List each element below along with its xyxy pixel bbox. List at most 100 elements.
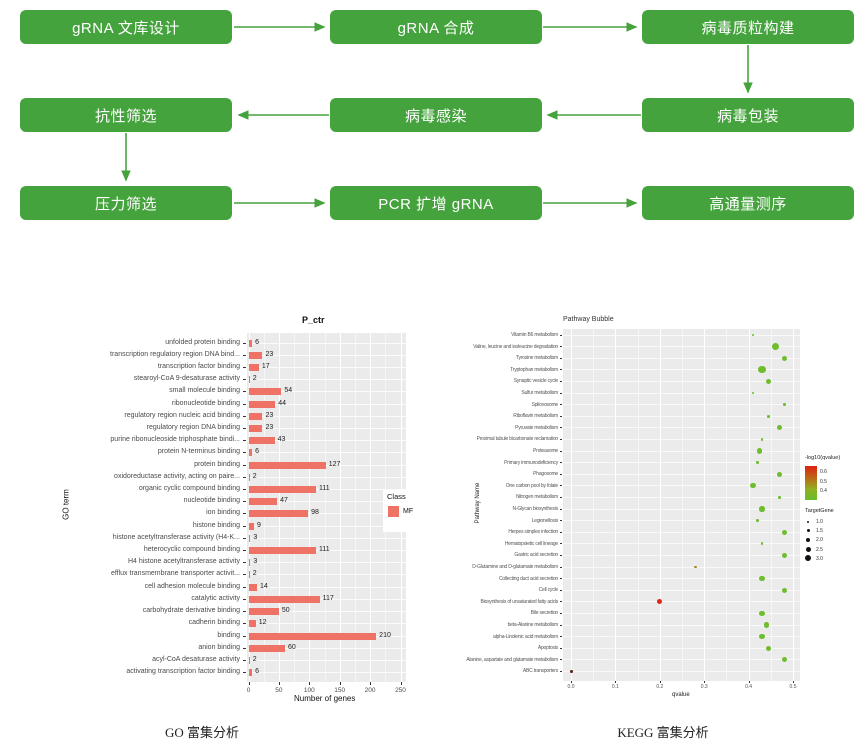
go-bar (248, 473, 250, 481)
go-gridline-h (247, 354, 406, 356)
go-bar-value: 9 (256, 521, 261, 529)
kegg-gridline-v (659, 329, 661, 681)
go-bar (248, 595, 320, 603)
kegg-gridline-h (563, 601, 800, 603)
kegg-x-tick-label: 0.0 (567, 684, 575, 690)
kegg-pathway-label: Collecting duct acid secretion (498, 575, 558, 582)
go-category-label: stearoyl-CoA 9-desaturase activity (133, 375, 240, 383)
go-gridline-v (263, 333, 265, 682)
go-x-tick-label: 50 (275, 687, 283, 694)
go-category-label: small molecule binding (169, 387, 240, 395)
kegg-bubble (757, 448, 763, 454)
go-bar-value: 60 (287, 643, 296, 651)
go-y-tick (243, 464, 246, 466)
kegg-gridline-h (563, 612, 800, 614)
go-gridline-v (278, 333, 280, 682)
go-bar-value: 98 (311, 509, 319, 517)
go-bar (248, 351, 263, 359)
kegg-chart-title: Pathway Bubble (563, 316, 614, 323)
go-gridline-h (247, 342, 406, 344)
go-y-tick (243, 672, 246, 674)
go-bar (248, 559, 251, 567)
kegg-gridline-h (563, 543, 800, 545)
go-bar-value: 17 (261, 362, 270, 370)
kegg-bubble (763, 622, 769, 628)
kegg-gridline-h (563, 346, 800, 348)
go-x-tick-label: 150 (334, 687, 346, 694)
go-legend-entry-label: MF (403, 508, 414, 515)
go-category-label: catalytic activity (191, 594, 240, 602)
kegg-gridline-v (748, 329, 750, 681)
go-bar (248, 412, 263, 420)
go-category-label: purine ribonucleoside triphosphate bindi… (110, 436, 240, 444)
go-bar (248, 656, 250, 664)
go-bar (248, 510, 309, 518)
go-bar-value: 23 (265, 423, 274, 431)
go-gridline-h (247, 476, 406, 478)
go-y-tick (243, 659, 246, 661)
go-bar (248, 424, 263, 432)
kegg-gridline-h (563, 589, 800, 591)
kegg-gridline-v (770, 329, 772, 681)
go-bar (248, 608, 279, 616)
kegg-pathway-label: Hematopoietic cell lineage (504, 540, 558, 547)
go-legend-color-key (388, 506, 399, 517)
kegg-pathway-label: Bile secretion (530, 610, 558, 617)
go-y-tick (243, 476, 246, 478)
workflow-step-box: 压力筛选 (20, 186, 232, 220)
kegg-y-tick (560, 612, 562, 614)
go-y-tick (243, 501, 246, 503)
kegg-x-axis-title: qvalue (672, 692, 690, 698)
kegg-color-legend-tick: 0.6 (820, 469, 827, 475)
go-bar (248, 620, 256, 628)
go-bar (248, 376, 250, 384)
go-category-label: histone binding (192, 521, 240, 529)
kegg-pathway-label: Proteasome (533, 448, 558, 454)
kegg-gridline-h (563, 659, 800, 661)
kegg-pathway-label: Apoptosis (537, 645, 558, 652)
kegg-bubble (781, 657, 787, 663)
workflow-step-box: 病毒感染 (330, 98, 542, 132)
kegg-bubble (777, 471, 783, 477)
kegg-y-tick (560, 346, 562, 348)
go-bar-value: 23 (265, 411, 274, 419)
go-y-tick (243, 647, 246, 649)
go-y-axis-title: GO term (61, 489, 71, 520)
go-y-tick (243, 537, 246, 539)
go-legend: Class MF (383, 490, 421, 532)
kegg-gridline-v (793, 329, 794, 681)
go-bar-value: 6 (255, 668, 260, 676)
kegg-gridline-h (563, 462, 800, 464)
kegg-pathway-label: Spliceosome (531, 401, 559, 408)
kegg-pathway-label: Nitrogen metabolism (515, 494, 558, 501)
kegg-y-tick (560, 566, 562, 568)
kegg-gridline-h (563, 415, 800, 417)
go-category-label: oxidoreductase activity, acting on paire… (114, 472, 240, 480)
kegg-y-tick (560, 404, 562, 406)
go-x-tick (370, 682, 372, 685)
go-bar-value: 47 (280, 497, 288, 505)
kegg-color-legend-tick: 0.4 (820, 488, 827, 494)
kegg-gridline-h (563, 473, 800, 475)
kegg-y-tick (560, 601, 562, 603)
go-x-tick-label: 200 (364, 687, 376, 694)
go-bar-value: 43 (277, 436, 286, 444)
go-bar-value: 2 (252, 570, 257, 578)
go-y-tick (243, 427, 246, 429)
kegg-pathway-label: Valine, leucine and isoleucine degradati… (473, 343, 558, 350)
kegg-y-tick (560, 369, 562, 371)
go-category-label: binding (217, 631, 240, 639)
go-category-label: protein binding (194, 460, 240, 468)
kegg-y-tick (560, 357, 562, 359)
go-legend-title: Class (387, 492, 406, 501)
kegg-y-tick (560, 380, 562, 382)
kegg-bubble (767, 414, 770, 418)
kegg-pathway-label: Synaptic vesicle cycle (513, 378, 558, 385)
kegg-bubble (693, 565, 697, 569)
kegg-gridline-h (563, 520, 800, 522)
go-bar-value: 2 (252, 655, 257, 663)
kegg-gridline-h (563, 508, 800, 510)
go-x-tick (248, 682, 250, 685)
go-bar-value: 12 (258, 619, 267, 627)
kegg-gridline-h (563, 566, 800, 568)
